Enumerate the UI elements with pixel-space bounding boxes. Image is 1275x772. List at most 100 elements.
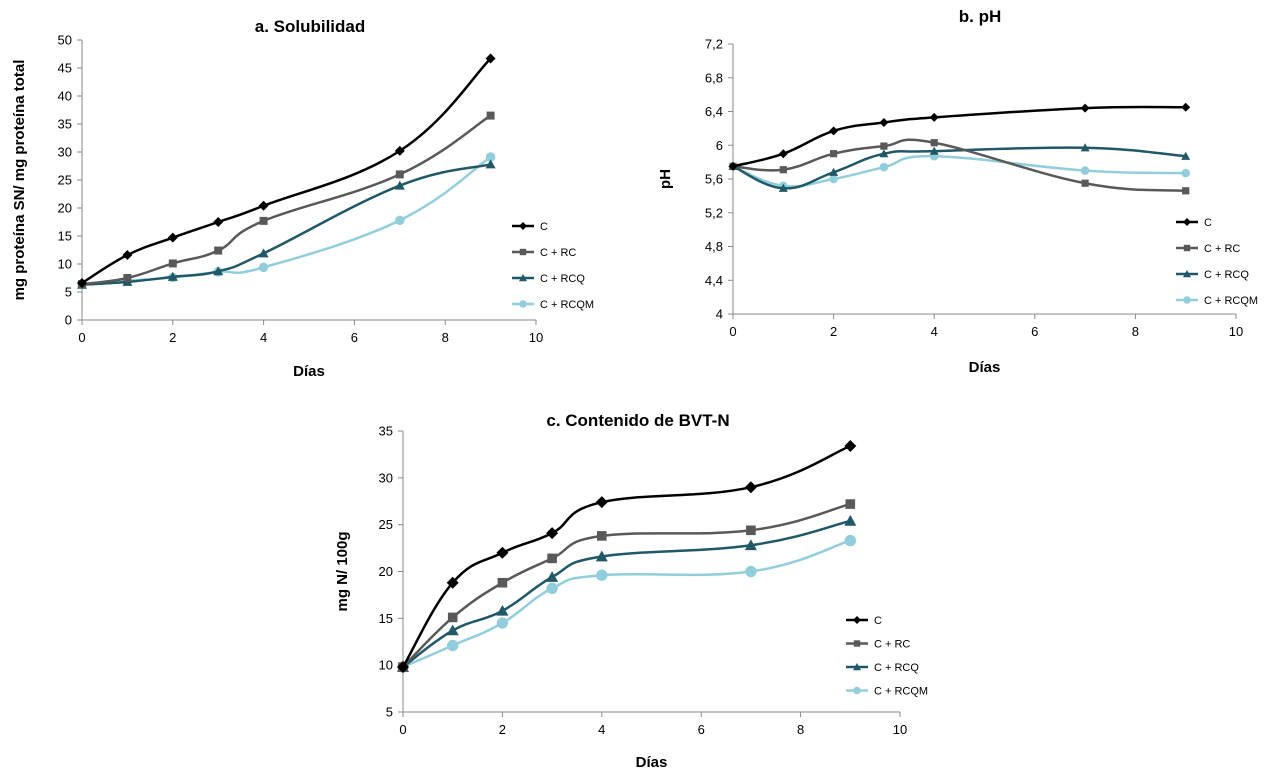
x-tick-label: 8 [797, 722, 804, 737]
data-point [122, 250, 133, 261]
x-tick-label: 8 [1132, 324, 1139, 339]
chart-1: a. Solubilidad 0 5 10 15 20 25 30 35 40 45 50 0 2 4 6 8 1… [11, 17, 594, 380]
y-tick-label: 5,2 [705, 205, 723, 220]
data-point [167, 232, 178, 243]
chart-2: b. pH 4 4,4 4,8 5,2 5,6 6 6,4 6,8 7,2 0 2 4 6 8 10 Días p… [657, 7, 1258, 376]
x-tick-label: 8 [442, 330, 449, 345]
x-tick-label: 0 [78, 330, 85, 345]
chart-title: a. Solubilidad [255, 17, 366, 36]
data-point [485, 152, 496, 162]
data-point [485, 159, 496, 169]
data-point [446, 624, 459, 636]
legend-label: C + RCQ [540, 273, 585, 285]
data-point [1081, 179, 1089, 187]
y-tick-label: 15 [58, 229, 72, 244]
legend-marker [519, 248, 527, 256]
data-point [1182, 187, 1190, 195]
x-tick-label: 10 [1229, 324, 1243, 339]
x-tick-label: 2 [169, 330, 176, 345]
legend-label: C + RCQ [1204, 269, 1249, 281]
y-tick-label: 15 [379, 611, 393, 626]
data-point [486, 111, 495, 120]
y-tick-label: 20 [58, 201, 72, 216]
legend-label: C + RC [1204, 243, 1240, 255]
x-tick-label: 2 [499, 722, 506, 737]
data-point [496, 546, 509, 559]
series-line [81, 57, 492, 285]
data-point [213, 217, 224, 227]
data-point [168, 259, 177, 268]
legend-entry: C [1176, 217, 1212, 229]
data-point [394, 180, 405, 190]
legend-marker [853, 616, 861, 624]
legend-label: C + RCQM [540, 299, 594, 311]
data-point [213, 266, 224, 276]
data-point [496, 604, 509, 616]
data-point [1181, 151, 1191, 160]
data-point [830, 150, 838, 158]
data-point [879, 162, 889, 172]
legend-marker [853, 640, 861, 647]
legend-entry: C + RC [1176, 243, 1240, 255]
data-point [447, 612, 458, 623]
legend-label: C + RC [540, 247, 576, 259]
data-point [167, 271, 178, 281]
legend-label: C + RCQM [874, 686, 928, 698]
data-point [546, 527, 559, 540]
chart-title: b. pH [959, 7, 1002, 26]
legend-marker [1183, 270, 1191, 278]
y-tick-label: 0 [65, 313, 72, 328]
x-tick-label: 6 [1031, 324, 1038, 339]
x-tick-label: 0 [399, 722, 406, 737]
y-axis-label: mg N/ 100g [334, 531, 351, 611]
data-point [546, 571, 559, 582]
y-tick-label: 7,2 [705, 37, 723, 52]
legend-marker [853, 663, 861, 671]
legend-marker [519, 300, 527, 308]
data-point [595, 550, 608, 562]
legend-entry: C + RCQ [1176, 269, 1249, 281]
x-tick-label: 10 [529, 330, 543, 345]
series-c [397, 439, 857, 674]
data-point [497, 577, 508, 588]
series-c [77, 53, 496, 289]
y-tick-label: 30 [58, 145, 72, 160]
y-tick-label: 35 [379, 424, 393, 439]
y-tick-label: 45 [58, 61, 72, 76]
y-tick-label: 30 [379, 470, 393, 485]
legend-marker [853, 686, 861, 695]
data-point [778, 183, 788, 192]
data-point [930, 139, 938, 147]
legend-entry: C + RCQ [846, 662, 919, 674]
data-point [596, 569, 608, 581]
legend-label: C + RCQ [874, 662, 919, 674]
data-point [1080, 143, 1090, 152]
data-point [446, 576, 459, 589]
data-point [779, 166, 787, 174]
data-point [1080, 166, 1090, 175]
y-tick-label: 50 [58, 33, 72, 48]
data-point [258, 262, 269, 273]
x-axis-label: Días [969, 359, 1001, 376]
data-point [879, 149, 889, 158]
legend-marker [519, 222, 527, 230]
y-tick-label: 5 [386, 705, 393, 720]
legend-label: C [874, 615, 882, 627]
legend-entry: C + RC [512, 247, 576, 259]
x-tick-label: 0 [729, 324, 736, 339]
data-point [829, 174, 838, 184]
y-tick-label: 5 [65, 285, 72, 300]
data-point [745, 565, 757, 578]
legend-entry: C + RCQM [846, 686, 928, 698]
legend-label: C [540, 221, 548, 233]
series-line [402, 519, 851, 669]
data-point [395, 215, 405, 226]
data-point [77, 278, 87, 289]
y-tick-label: 6,4 [705, 104, 723, 119]
legend-entry: C + RCQ [512, 273, 585, 285]
legend-label: C + RCQM [1204, 295, 1258, 307]
legend-marker [1183, 244, 1191, 252]
data-point [123, 274, 132, 282]
y-tick-label: 5,6 [705, 172, 723, 187]
data-point [929, 146, 939, 155]
